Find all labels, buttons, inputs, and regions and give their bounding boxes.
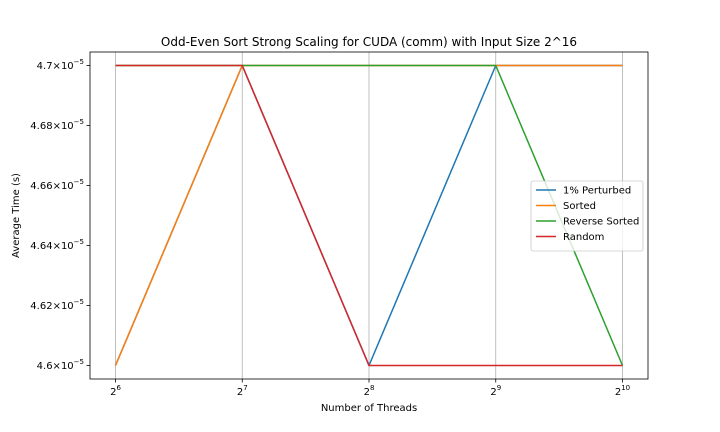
y-tick-label: 4.66×10−5: [30, 178, 84, 192]
legend-box: [530, 180, 644, 252]
y-tick-label: 4.68×10−5: [30, 118, 84, 132]
x-tick-label: 210: [615, 384, 630, 398]
chart-title: Odd-Even Sort Strong Scaling for CUDA (c…: [161, 35, 577, 49]
x-tick-label: 29: [490, 384, 501, 398]
x-axis-label: Number of Threads: [321, 403, 417, 414]
legend-entry: Sorted: [563, 201, 596, 212]
legend-entry: Random: [563, 232, 604, 243]
x-tick-label: 26: [110, 384, 121, 398]
x-tick-label: 28: [364, 384, 375, 398]
y-tick-label: 4.64×10−5: [30, 238, 84, 252]
series-layer: [114, 64, 624, 367]
x-tick-label: 27: [237, 384, 248, 398]
y-tick-label: 4.7×10−5: [37, 58, 84, 72]
series-line: [115, 64, 623, 367]
y-tick-label: 4.6×10−5: [37, 358, 84, 372]
y-tick-label: 4.62×10−5: [30, 298, 84, 312]
legend-entry: 1% Perturbed: [563, 186, 631, 197]
y-axis: 4.6×10−5 4.62×10−5 4.64×10−5 4.66×10−5 4.68×…: [30, 58, 90, 372]
legend: 1% Perturbed Sorted Reverse Sorted Random: [530, 180, 644, 252]
x-axis: 26 27 28 29 210: [110, 379, 630, 398]
y-axis-label: Average Time (s): [11, 173, 22, 258]
legend-entry: Reverse Sorted: [563, 217, 639, 228]
grid: [115, 52, 623, 379]
